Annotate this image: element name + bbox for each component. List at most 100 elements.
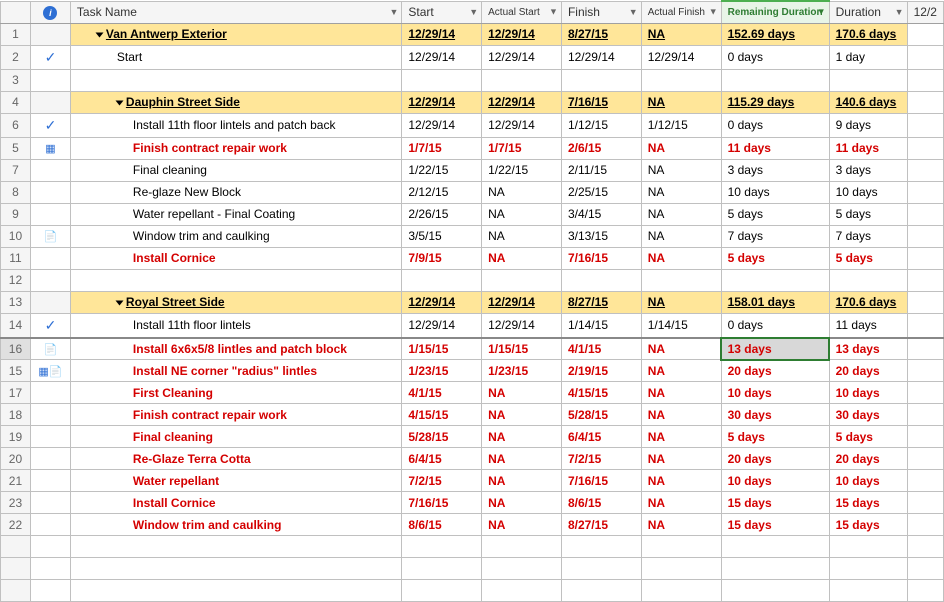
header-task[interactable]: Task Name▼ [70, 1, 401, 23]
cell-start[interactable]: 6/4/15 [402, 448, 482, 470]
header-actual-start[interactable]: Actual Start▼ [482, 1, 562, 23]
cell-task[interactable]: First Cleaning [70, 382, 401, 404]
table-row[interactable]: 5▦Finish contract repair work1/7/151/7/1… [1, 137, 944, 159]
table-row[interactable]: 16📄Install 6x6x5/8 lintles and patch blo… [1, 338, 944, 360]
cell-duration[interactable]: 10 days [829, 470, 907, 492]
cell-remaining[interactable]: 15 days [721, 492, 829, 514]
cell-actual-finish[interactable]: NA [641, 338, 721, 360]
row-number[interactable]: 13 [1, 291, 31, 313]
cell-task[interactable]: Install Cornice [70, 247, 401, 269]
header-timeline[interactable]: 12/2 [907, 1, 943, 23]
cell-duration[interactable]: 13 days [829, 338, 907, 360]
table-row[interactable]: 17First Cleaning4/1/15NA4/15/15NA10 days… [1, 382, 944, 404]
table-row[interactable]: 18Finish contract repair work4/15/15NA5/… [1, 404, 944, 426]
cell-actual-finish[interactable]: NA [641, 181, 721, 203]
cell-actual-start[interactable]: NA [482, 203, 562, 225]
row-number[interactable]: 10 [1, 225, 31, 247]
cell-info[interactable] [30, 269, 70, 291]
cell-duration[interactable]: 20 days [829, 360, 907, 382]
row-number[interactable]: 20 [1, 448, 31, 470]
cell-remaining[interactable]: 10 days [721, 181, 829, 203]
cell-remaining[interactable]: 5 days [721, 203, 829, 225]
collapse-icon[interactable] [115, 100, 123, 105]
cell-duration[interactable]: 3 days [829, 159, 907, 181]
header-duration[interactable]: Duration▼ [829, 1, 907, 23]
table-row[interactable]: 4Dauphin Street Side12/29/1412/29/147/16… [1, 91, 944, 113]
table-row[interactable]: 6✓Install 11th floor lintels and patch b… [1, 113, 944, 137]
cell-actual-finish[interactable] [641, 69, 721, 91]
cell-info[interactable] [30, 159, 70, 181]
row-number[interactable]: 23 [1, 492, 31, 514]
cell-start[interactable]: 2/26/15 [402, 203, 482, 225]
cell-start[interactable]: 12/29/14 [402, 113, 482, 137]
table-row[interactable]: 19Final cleaning5/28/15NA6/4/15NA5 days5… [1, 426, 944, 448]
dropdown-icon[interactable]: ▼ [629, 7, 638, 17]
cell-duration[interactable] [829, 580, 907, 602]
cell-actual-start[interactable]: 12/29/14 [482, 313, 562, 338]
cell-finish[interactable]: 8/27/15 [561, 291, 641, 313]
table-row[interactable]: 20Re-Glaze Terra Cotta6/4/15NA7/2/15NA20… [1, 448, 944, 470]
cell-remaining[interactable]: 115.29 days [721, 91, 829, 113]
cell-task[interactable]: Install 11th floor lintels and patch bac… [70, 113, 401, 137]
cell-actual-start[interactable]: 12/29/14 [482, 291, 562, 313]
cell-task[interactable]: Window trim and caulking [70, 514, 401, 536]
cell-remaining[interactable]: 0 days [721, 313, 829, 338]
header-info[interactable]: i [30, 1, 70, 23]
cell-finish[interactable]: 3/4/15 [561, 203, 641, 225]
cell-info[interactable]: ✓ [30, 113, 70, 137]
cell-remaining[interactable] [721, 536, 829, 558]
cell-timeline[interactable] [907, 225, 943, 247]
cell-task[interactable] [70, 269, 401, 291]
cell-finish[interactable]: 2/11/15 [561, 159, 641, 181]
cell-start[interactable] [402, 536, 482, 558]
cell-timeline[interactable] [907, 404, 943, 426]
cell-duration[interactable]: 30 days [829, 404, 907, 426]
row-number[interactable]: 11 [1, 247, 31, 269]
cell-remaining[interactable]: 10 days [721, 470, 829, 492]
cell-actual-finish[interactable]: NA [641, 426, 721, 448]
cell-timeline[interactable] [907, 269, 943, 291]
cell-info[interactable] [30, 492, 70, 514]
cell-start[interactable]: 12/29/14 [402, 313, 482, 338]
cell-finish[interactable]: 4/15/15 [561, 382, 641, 404]
cell-actual-finish[interactable]: 12/29/14 [641, 45, 721, 69]
cell-remaining[interactable]: 5 days [721, 247, 829, 269]
cell-remaining[interactable]: 158.01 days [721, 291, 829, 313]
table-row[interactable]: 12 [1, 269, 944, 291]
cell-finish[interactable] [561, 558, 641, 580]
cell-duration[interactable]: 5 days [829, 426, 907, 448]
cell-duration[interactable]: 5 days [829, 203, 907, 225]
cell-actual-start[interactable]: NA [482, 181, 562, 203]
cell-actual-start[interactable]: 12/29/14 [482, 45, 562, 69]
cell-actual-start[interactable]: NA [482, 382, 562, 404]
table-row[interactable]: 2✓Start12/29/1412/29/1412/29/1412/29/140… [1, 45, 944, 69]
row-number[interactable] [1, 580, 31, 602]
table-row[interactable]: 21Water repellant7/2/15NA7/16/15NA10 day… [1, 470, 944, 492]
cell-duration[interactable]: 11 days [829, 313, 907, 338]
cell-finish[interactable]: 8/6/15 [561, 492, 641, 514]
cell-task[interactable]: Start [70, 45, 401, 69]
cell-start[interactable]: 12/29/14 [402, 23, 482, 45]
table-row[interactable]: 1Van Antwerp Exterior12/29/1412/29/148/2… [1, 23, 944, 45]
cell-finish[interactable]: 7/16/15 [561, 470, 641, 492]
cell-actual-start[interactable] [482, 558, 562, 580]
cell-info[interactable] [30, 404, 70, 426]
cell-timeline[interactable] [907, 247, 943, 269]
row-number[interactable]: 14 [1, 313, 31, 338]
cell-duration[interactable]: 170.6 days [829, 23, 907, 45]
cell-actual-start[interactable]: 1/15/15 [482, 338, 562, 360]
cell-remaining[interactable]: 11 days [721, 137, 829, 159]
cell-task[interactable]: Finish contract repair work [70, 404, 401, 426]
cell-duration[interactable] [829, 69, 907, 91]
table-row[interactable] [1, 536, 944, 558]
cell-remaining[interactable]: 20 days [721, 448, 829, 470]
cell-timeline[interactable] [907, 113, 943, 137]
cell-task[interactable]: Re-glaze New Block [70, 181, 401, 203]
cell-remaining[interactable] [721, 558, 829, 580]
cell-actual-finish[interactable]: NA [641, 448, 721, 470]
dropdown-icon[interactable]: ▼ [895, 7, 904, 17]
cell-actual-finish[interactable]: 1/14/15 [641, 313, 721, 338]
cell-actual-finish[interactable]: NA [641, 225, 721, 247]
dropdown-icon[interactable]: ▼ [469, 7, 478, 17]
row-number[interactable]: 9 [1, 203, 31, 225]
